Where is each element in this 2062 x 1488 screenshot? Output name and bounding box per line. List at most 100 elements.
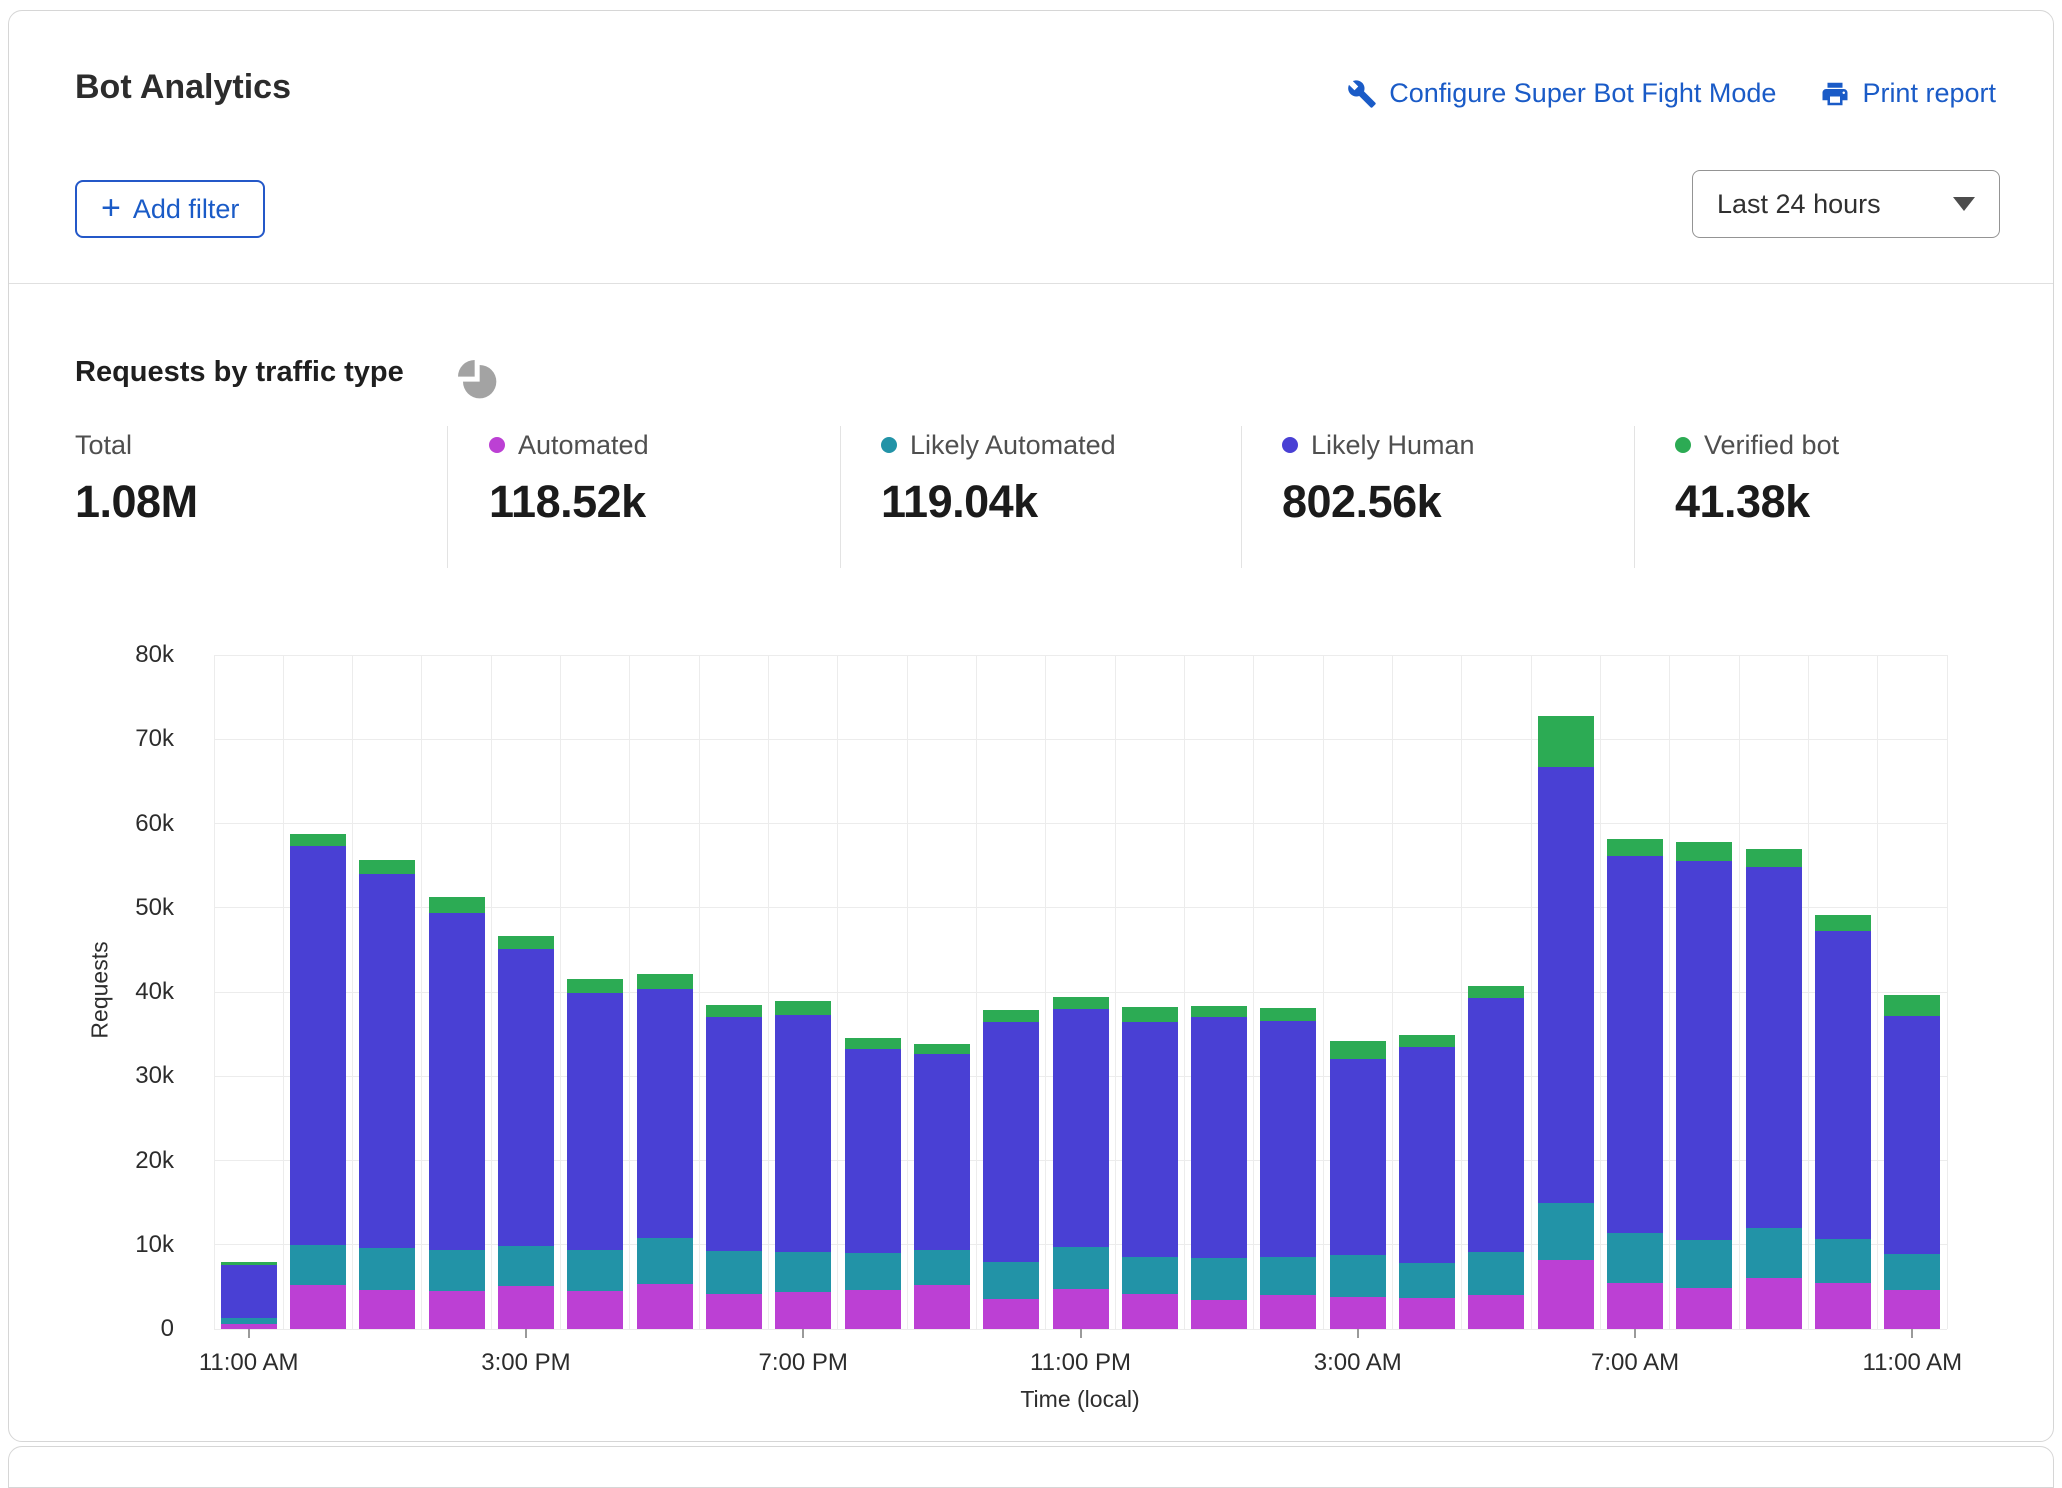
print-report-link[interactable]: Print report — [1820, 78, 1996, 109]
bar-segment-verified-bot[interactable] — [1607, 838, 1664, 856]
bar-segment-likely-automated[interactable] — [1884, 1254, 1941, 1291]
bar-segment-likely-human[interactable] — [636, 989, 693, 1239]
time-range-select[interactable]: Last 24 hours — [1692, 170, 2000, 238]
bar-segment-likely-automated[interactable] — [1676, 1239, 1733, 1288]
bar-segment-automated[interactable] — [1121, 1293, 1178, 1329]
bar-segment-likely-automated[interactable] — [1607, 1232, 1664, 1283]
bar-segment-automated[interactable] — [1537, 1259, 1594, 1329]
bar-segment-likely-human[interactable] — [289, 846, 346, 1245]
bar-segment-likely-human[interactable] — [1468, 997, 1525, 1252]
bar-segment-verified-bot[interactable] — [1884, 994, 1941, 1017]
bar-segment-automated[interactable] — [1607, 1282, 1664, 1329]
bar-segment-verified-bot[interactable] — [1815, 914, 1872, 932]
bar-segment-likely-automated[interactable] — [775, 1251, 832, 1292]
bar-segment-likely-automated[interactable] — [636, 1238, 693, 1284]
bar-segment-verified-bot[interactable] — [428, 896, 485, 913]
bar-segment-likely-human[interactable] — [1815, 931, 1872, 1239]
bar-segment-likely-human[interactable] — [913, 1054, 970, 1250]
bar-segment-likely-automated[interactable] — [428, 1249, 485, 1292]
bar-segment-automated[interactable] — [705, 1293, 762, 1329]
bar-segment-likely-human[interactable] — [497, 949, 554, 1247]
bar-segment-automated[interactable] — [1191, 1299, 1248, 1329]
bar-segment-likely-human[interactable] — [567, 992, 624, 1250]
bar-segment-likely-human[interactable] — [1329, 1058, 1386, 1255]
bar-segment-verified-bot[interactable] — [636, 974, 693, 990]
bar-segment-likely-human[interactable] — [359, 874, 416, 1249]
bar-segment-verified-bot[interactable] — [1052, 997, 1109, 1009]
bar-segment-likely-automated[interactable] — [913, 1249, 970, 1286]
bar-segment-verified-bot[interactable] — [775, 1001, 832, 1015]
bar-segment-likely-human[interactable] — [1676, 860, 1733, 1240]
bar-segment-automated[interactable] — [289, 1285, 346, 1329]
bar-segment-automated[interactable] — [1884, 1290, 1941, 1329]
bar-segment-likely-human[interactable] — [844, 1049, 901, 1254]
bar-segment-likely-automated[interactable] — [1121, 1256, 1178, 1294]
bar-segment-verified-bot[interactable] — [497, 936, 554, 950]
bar-segment-verified-bot[interactable] — [913, 1044, 970, 1055]
bar-segment-likely-automated[interactable] — [1329, 1254, 1386, 1297]
bar-segment-likely-automated[interactable] — [1537, 1202, 1594, 1260]
bar-segment-verified-bot[interactable] — [1399, 1034, 1456, 1047]
bar-segment-automated[interactable] — [428, 1291, 485, 1329]
bar-segment-automated[interactable] — [497, 1286, 554, 1329]
bar-segment-verified-bot[interactable] — [1191, 1006, 1248, 1018]
bar-segment-automated[interactable] — [983, 1298, 1040, 1329]
bar-segment-automated[interactable] — [775, 1291, 832, 1329]
bar-segment-verified-bot[interactable] — [1468, 986, 1525, 998]
bar-segment-automated[interactable] — [913, 1285, 970, 1329]
bar-segment-automated[interactable] — [1329, 1297, 1386, 1329]
bar-segment-likely-automated[interactable] — [1191, 1258, 1248, 1300]
bar-segment-likely-human[interactable] — [1191, 1017, 1248, 1259]
bar-segment-verified-bot[interactable] — [567, 978, 624, 993]
bar-segment-verified-bot[interactable] — [705, 1004, 762, 1018]
bar-segment-verified-bot[interactable] — [1121, 1007, 1178, 1022]
bar-segment-likely-automated[interactable] — [705, 1250, 762, 1294]
bar-segment-automated[interactable] — [1745, 1277, 1802, 1329]
bar-segment-likely-automated[interactable] — [844, 1253, 901, 1291]
bar-segment-automated[interactable] — [567, 1291, 624, 1329]
bar-segment-likely-automated[interactable] — [359, 1248, 416, 1291]
bar-segment-likely-automated[interactable] — [1399, 1263, 1456, 1298]
bar-segment-likely-human[interactable] — [1607, 855, 1664, 1233]
bar-segment-verified-bot[interactable] — [359, 859, 416, 875]
bar-segment-likely-automated[interactable] — [1815, 1238, 1872, 1283]
bar-segment-likely-automated[interactable] — [1745, 1227, 1802, 1278]
bar-segment-likely-human[interactable] — [705, 1017, 762, 1251]
bar-segment-likely-human[interactable] — [1399, 1046, 1456, 1264]
bar-segment-automated[interactable] — [1260, 1295, 1317, 1329]
bar-segment-likely-automated[interactable] — [497, 1246, 554, 1287]
bar-segment-verified-bot[interactable] — [220, 1261, 277, 1265]
bar-segment-likely-automated[interactable] — [289, 1244, 346, 1286]
bar-segment-likely-human[interactable] — [428, 912, 485, 1250]
bar-segment-automated[interactable] — [220, 1323, 277, 1329]
bar-segment-verified-bot[interactable] — [1329, 1040, 1386, 1059]
bar-segment-verified-bot[interactable] — [1537, 715, 1594, 768]
bar-segment-automated[interactable] — [1052, 1289, 1109, 1329]
bar-segment-likely-automated[interactable] — [1468, 1251, 1525, 1296]
bar-segment-likely-human[interactable] — [1537, 767, 1594, 1203]
configure-super-bot-fight-mode-link[interactable]: Configure Super Bot Fight Mode — [1347, 78, 1776, 109]
bar-segment-verified-bot[interactable] — [983, 1009, 1040, 1022]
bar-segment-verified-bot[interactable] — [1676, 842, 1733, 861]
bar-segment-likely-human[interactable] — [1052, 1008, 1109, 1248]
add-filter-button[interactable]: + Add filter — [75, 180, 266, 238]
bar-segment-likely-automated[interactable] — [567, 1249, 624, 1292]
bar-segment-likely-human[interactable] — [1745, 867, 1802, 1228]
bar-segment-likely-human[interactable] — [1260, 1020, 1317, 1257]
bar-segment-automated[interactable] — [1676, 1287, 1733, 1329]
bar-segment-verified-bot[interactable] — [1260, 1008, 1317, 1021]
bar-segment-verified-bot[interactable] — [844, 1037, 901, 1050]
bar-segment-automated[interactable] — [844, 1290, 901, 1329]
bar-segment-likely-automated[interactable] — [1260, 1256, 1317, 1296]
bar-segment-likely-automated[interactable] — [983, 1261, 1040, 1299]
bar-segment-automated[interactable] — [1399, 1297, 1456, 1329]
bar-segment-automated[interactable] — [359, 1290, 416, 1329]
bar-segment-likely-human[interactable] — [1121, 1021, 1178, 1257]
bar-segment-likely-automated[interactable] — [220, 1318, 277, 1324]
bar-segment-likely-automated[interactable] — [1052, 1247, 1109, 1290]
bar-segment-automated[interactable] — [1468, 1295, 1525, 1329]
bar-segment-verified-bot[interactable] — [289, 834, 346, 847]
bar-segment-automated[interactable] — [636, 1283, 693, 1329]
bar-segment-likely-human[interactable] — [983, 1021, 1040, 1262]
bar-segment-likely-human[interactable] — [220, 1265, 277, 1319]
